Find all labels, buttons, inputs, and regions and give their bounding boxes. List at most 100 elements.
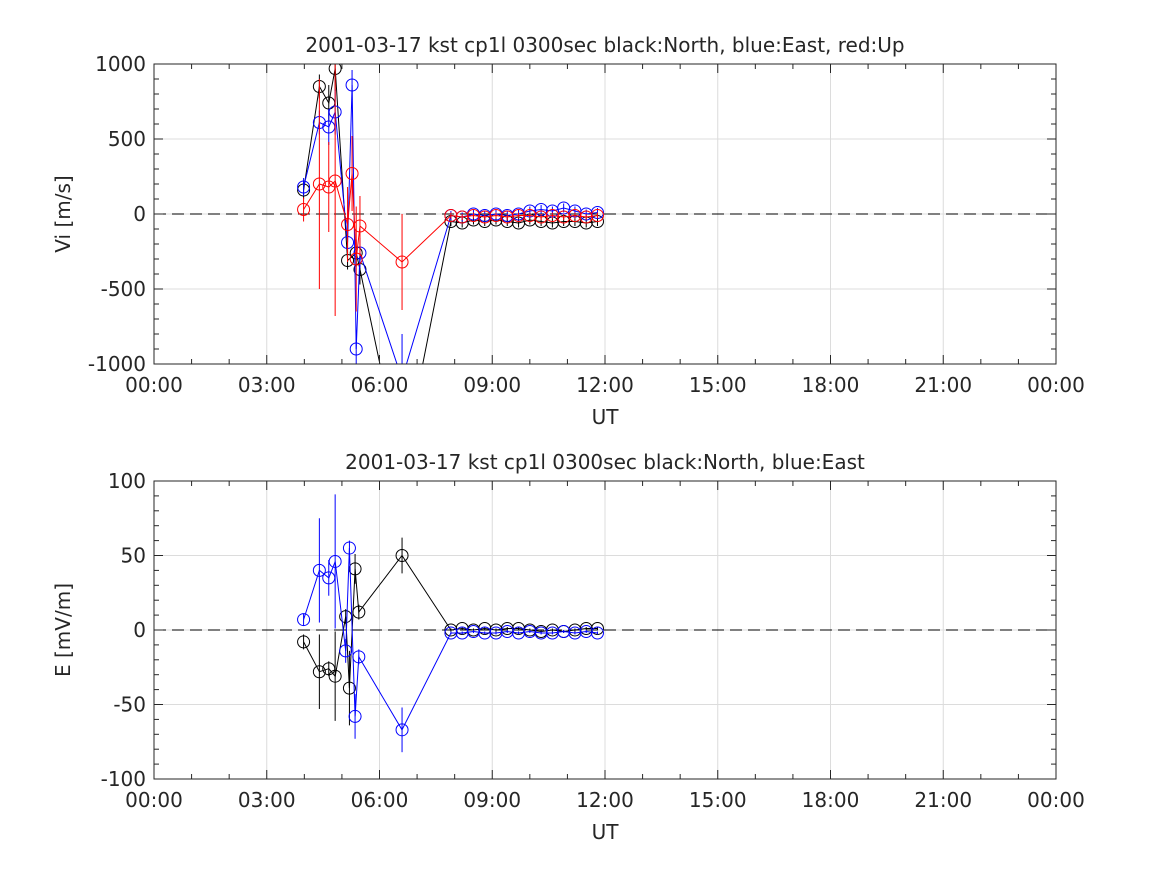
velocity-up-point — [590, 209, 604, 222]
electric-field-east-point — [545, 626, 559, 640]
electric-field-x-tick-label: 06:00 — [351, 788, 409, 812]
electric-field-north-point — [579, 622, 593, 636]
velocity-up-point — [455, 210, 469, 224]
electric-field-east-point — [322, 571, 336, 585]
velocity-x-tick-label: 15:00 — [689, 373, 747, 397]
electric-field-north-point — [352, 605, 366, 619]
velocity-up-point — [444, 209, 458, 222]
velocity-y-tick-label: -1000 — [88, 352, 146, 376]
electric-field-east-point — [579, 624, 593, 638]
electric-field-series-east — [297, 494, 604, 753]
velocity-ticks: 00:00 03:00 06:00 09:00 12:00 15:00 18:00 21:00… — [88, 52, 1085, 397]
velocity-up-point — [534, 210, 548, 224]
velocity-y-tick-label: 0 — [133, 202, 146, 226]
electric-field-north-point — [328, 669, 342, 683]
velocity-up-point — [328, 174, 342, 188]
electric-field-x-tick-label: 12:00 — [576, 788, 634, 812]
velocity-east-point — [297, 180, 311, 194]
electric-field-x-tick-label: 03:00 — [238, 788, 296, 812]
electric-field-y-tick-label: -100 — [101, 767, 146, 791]
electric-field-north-point — [297, 635, 311, 649]
electric-field-x-tick-label: 21:00 — [914, 788, 972, 812]
electric-field-north-point — [568, 623, 582, 637]
velocity-up-point — [579, 210, 593, 224]
electric-field-series-group — [297, 494, 604, 753]
electric-field-ticks: 00:00 03:00 06:00 09:00 12:00 15:00 18:00 21:00… — [101, 469, 1085, 812]
velocity-up-point — [312, 177, 326, 191]
velocity-up-point — [466, 209, 480, 222]
velocity-x-tick-label: 00:00 — [1027, 373, 1085, 397]
velocity-up-point — [297, 203, 311, 216]
velocity-up-point — [349, 252, 363, 266]
velocity-series-group — [297, 64, 604, 364]
electric-field-north-point — [312, 665, 326, 679]
velocity-panel: 00:00 03:00 06:00 09:00 12:00 15:00 18:00 21:00… — [51, 33, 1085, 429]
velocity-up-point — [345, 167, 359, 180]
electric-field-north-point — [395, 549, 409, 562]
velocity-up-point — [341, 218, 355, 231]
velocity-up-line — [303, 173, 598, 263]
electric-field-east-point — [466, 624, 480, 638]
velocity-up-point — [568, 209, 582, 222]
velocity-x-tick-label: 06:00 — [351, 373, 409, 397]
electric-field-east-point — [444, 626, 458, 640]
electric-field-north-point — [342, 681, 356, 695]
velocity-up-point — [489, 209, 503, 222]
electric-field-x-tick-label: 18:00 — [802, 788, 860, 812]
electric-field-x-axis-label: UT — [592, 820, 620, 844]
electric-field-east-point — [590, 626, 604, 640]
electric-field-east-point — [297, 613, 311, 627]
electric-field-east-point — [339, 644, 353, 658]
velocity-up-point — [545, 209, 559, 222]
velocity-x-tick-label: 21:00 — [914, 373, 972, 397]
velocity-up-point — [353, 219, 367, 233]
electric-field-y-tick-label: 50 — [121, 544, 146, 568]
electric-field-x-tick-label: 00:00 — [125, 788, 183, 812]
velocity-x-tick-label: 09:00 — [463, 373, 521, 397]
velocity-x-tick-label: 12:00 — [576, 373, 634, 397]
electric-field-east-point — [348, 709, 362, 723]
velocity-x-axis-label: UT — [592, 405, 620, 429]
electric-field-x-tick-label: 09:00 — [463, 788, 521, 812]
velocity-y-tick-label: -500 — [101, 277, 146, 301]
velocity-east-point — [349, 342, 363, 356]
electric-field-x-tick-label: 15:00 — [689, 788, 747, 812]
velocity-up-point — [395, 255, 409, 269]
electric-field-east-point — [557, 624, 571, 638]
velocity-up-point — [523, 209, 537, 222]
electric-field-east-point — [478, 626, 492, 640]
electric-field-east-point — [523, 624, 537, 638]
electric-field-east-point — [342, 541, 356, 555]
velocity-y-tick-label: 1000 — [95, 52, 146, 76]
velocity-x-tick-label: 00:00 — [125, 373, 183, 397]
velocity-up-point — [500, 210, 514, 224]
electric-field-east-line — [303, 547, 598, 731]
electric-field-x-tick-label: 00:00 — [1027, 788, 1085, 812]
electric-field-y-tick-label: 100 — [108, 469, 146, 493]
velocity-y-axis-label: Vi [m/s] — [51, 175, 75, 252]
electric-field-chart-title: 2001-03-17 kst cp1l 0300sec black:North,… — [345, 450, 865, 474]
velocity-series-up — [297, 64, 604, 316]
electric-field-east-point — [489, 626, 503, 640]
velocity-east-point — [345, 78, 359, 92]
electric-field-panel: 00:00 03:00 06:00 09:00 12:00 15:00 18:00 21:00… — [51, 450, 1085, 844]
electric-field-east-point — [352, 650, 366, 664]
electric-field-y-tick-label: 0 — [133, 618, 146, 642]
velocity-chart-title: 2001-03-17 kst cp1l 0300sec black:North,… — [305, 33, 904, 57]
electric-field-east-point — [534, 626, 548, 640]
electric-field-east-point — [500, 624, 514, 638]
electric-field-north-point — [322, 662, 336, 676]
electric-field-east-point — [455, 626, 469, 640]
velocity-up-point — [512, 209, 526, 222]
velocity-x-tick-label: 03:00 — [238, 373, 296, 397]
electric-field-east-point — [512, 626, 526, 640]
electric-field-y-axis-label: E [mV/m] — [51, 583, 75, 677]
velocity-up-point — [557, 210, 571, 224]
velocity-y-tick-label: 500 — [108, 127, 146, 151]
electric-field-east-point — [312, 563, 326, 577]
electric-field-east-point — [568, 626, 582, 640]
electric-field-east-point — [395, 723, 409, 737]
electric-field-east-point — [328, 554, 342, 568]
velocity-up-point — [478, 210, 492, 224]
